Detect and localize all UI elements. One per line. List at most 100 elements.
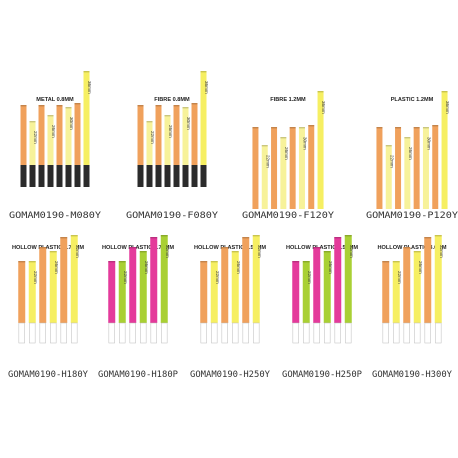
- float-tip-white: [140, 322, 147, 344]
- float-cap: [137, 105, 144, 107]
- product-code: GOMAM0190-P120Y: [366, 211, 458, 221]
- product-title: HOLLOW PLASTIC 3.0MM: [378, 245, 447, 251]
- size-label: 32mm: [439, 245, 444, 258]
- product-code: GOMAM0190-F080Y: [126, 211, 219, 221]
- float-tip-black: [155, 165, 162, 187]
- size-label: 22mm: [397, 271, 402, 284]
- float-cap: [413, 127, 420, 129]
- product-code: GOMAM0190-H250Y: [190, 370, 271, 380]
- float-cap: [200, 71, 207, 73]
- float-cap: [242, 237, 250, 239]
- float-body: [60, 237, 68, 323]
- size-label: 26mm: [54, 261, 59, 274]
- float-body: [242, 237, 250, 323]
- size-label: 22mm: [265, 155, 270, 168]
- float-tip-black: [200, 165, 207, 187]
- float-body: [74, 103, 81, 165]
- size-label: 22mm: [307, 271, 312, 284]
- float-cap: [382, 261, 390, 263]
- float-cap: [289, 127, 296, 129]
- float-tip-black: [191, 165, 198, 187]
- float-body: [20, 105, 27, 165]
- float-cap: [413, 251, 421, 253]
- float-body: [261, 145, 268, 209]
- float-body: [323, 251, 331, 323]
- float-body: [395, 127, 402, 209]
- float-cap: [65, 107, 72, 109]
- product-code: GOMAM0190-H300Y: [372, 370, 453, 380]
- float-tip-white: [211, 322, 218, 344]
- float-cap: [308, 125, 315, 127]
- size-label: 36mm: [321, 101, 326, 114]
- float-tip-white: [242, 322, 249, 344]
- float-cap: [47, 115, 54, 117]
- float-body: [382, 261, 390, 323]
- float-body: [182, 107, 189, 165]
- float-cap: [441, 91, 448, 93]
- float-tip-white: [435, 322, 442, 344]
- size-label: 26mm: [284, 147, 289, 160]
- product-title: HOLLOW PLASTIC 1.75MM: [12, 245, 84, 251]
- float-tip-white: [60, 322, 67, 344]
- product-panel: FIBRE 0.8MM 22mm 26mm 30mm 36mm GOMAM0190-F08…: [126, 71, 219, 221]
- size-label: 36mm: [445, 101, 450, 114]
- float-tip-black: [65, 165, 72, 187]
- float-body: [200, 71, 207, 165]
- float-body: [231, 251, 239, 323]
- size-label: 22mm: [123, 271, 128, 284]
- float-cap: [108, 261, 116, 263]
- float-cap: [376, 127, 383, 129]
- float-tip-white: [313, 322, 320, 344]
- float-body: [164, 115, 171, 165]
- product-title: METAL 0.8MM: [36, 97, 74, 103]
- float-tip-black: [164, 165, 171, 187]
- product-code: GOMAM0190-H180P: [98, 370, 178, 380]
- float-body: [434, 235, 442, 323]
- float-cap: [28, 261, 36, 263]
- float-cap: [231, 251, 239, 253]
- product-panel: FIBRE 1.2MM 22mm 26mm 30mm 36mm GOMAM0190-F12…: [242, 91, 335, 221]
- size-label: 26mm: [236, 261, 241, 274]
- float-cap: [139, 251, 147, 253]
- float-body: [129, 247, 137, 323]
- float-cap: [252, 235, 260, 237]
- float-body: [298, 127, 305, 209]
- float-body: [210, 261, 218, 323]
- float-body: [289, 127, 296, 209]
- float-cap: [403, 247, 411, 249]
- float-tip-white: [303, 322, 310, 344]
- float-cap: [118, 261, 126, 263]
- float-cap: [150, 237, 158, 239]
- size-label: 26mm: [328, 261, 333, 274]
- float-tip-white: [129, 322, 136, 344]
- float-tip-white: [221, 322, 228, 344]
- float-tip-black: [173, 165, 180, 187]
- float-cap: [302, 261, 310, 263]
- size-label: 26mm: [418, 261, 423, 274]
- float-tip-white: [39, 322, 46, 344]
- float-tip-white: [414, 322, 421, 344]
- size-label: 26mm: [168, 125, 173, 138]
- float-tip-black: [38, 165, 45, 187]
- float-body: [313, 247, 321, 323]
- float-body: [392, 261, 400, 323]
- product-title: PLASTIC 1.2MM: [391, 97, 434, 103]
- product-code: GOMAM0190-M080Y: [9, 211, 102, 221]
- float-tip-black: [137, 165, 144, 187]
- float-cap: [252, 127, 259, 129]
- size-label: 32mm: [165, 245, 170, 258]
- size-label: 22mm: [33, 131, 38, 144]
- float-body: [173, 105, 180, 165]
- float-cap: [210, 261, 218, 263]
- size-label: 32mm: [349, 245, 354, 258]
- float-body: [160, 235, 168, 323]
- float-body: [65, 107, 72, 165]
- size-label: 30mm: [303, 137, 308, 150]
- float-cap: [129, 247, 137, 249]
- float-tip-white: [345, 322, 352, 344]
- product-title: FIBRE 1.2MM: [270, 97, 306, 103]
- float-body: [150, 237, 158, 323]
- float-tip-black: [74, 165, 81, 187]
- size-label: 22mm: [150, 131, 155, 144]
